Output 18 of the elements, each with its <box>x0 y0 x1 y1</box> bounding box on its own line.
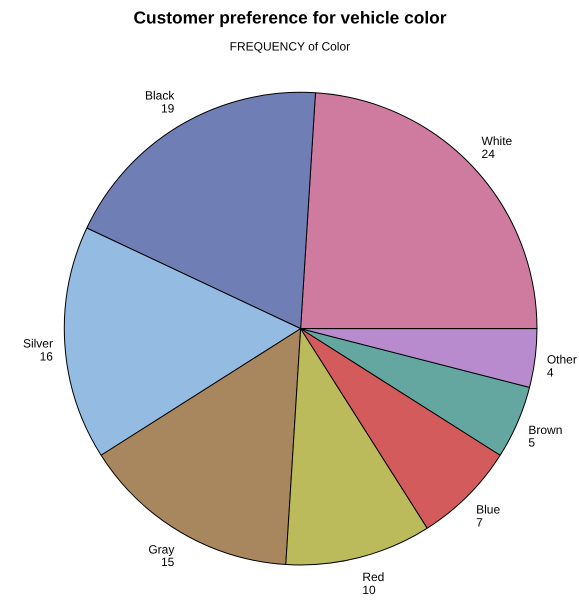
data-label: 5 <box>528 436 536 450</box>
slice-label: Black <box>144 88 176 103</box>
data-label: 7 <box>476 516 484 530</box>
data-label: 24 <box>482 146 496 161</box>
slice-label: White <box>482 134 513 148</box>
chart-title: Customer preference for vehicle color <box>134 8 447 28</box>
slice-label: Brown <box>528 422 562 437</box>
data-label: 19 <box>160 101 175 116</box>
data-label: 4 <box>546 366 554 380</box>
chart-subtitle: FREQUENCY of Color <box>230 40 350 54</box>
data-label: 16 <box>40 349 54 364</box>
data-label: 15 <box>160 555 175 570</box>
slice-label: Gray <box>148 542 174 556</box>
slice-label: Other <box>546 352 577 367</box>
data-label: 10 <box>362 582 376 597</box>
slice-label: Blue <box>476 502 500 517</box>
slice-label: Silver <box>22 336 53 351</box>
slice-label: Red <box>362 570 384 584</box>
